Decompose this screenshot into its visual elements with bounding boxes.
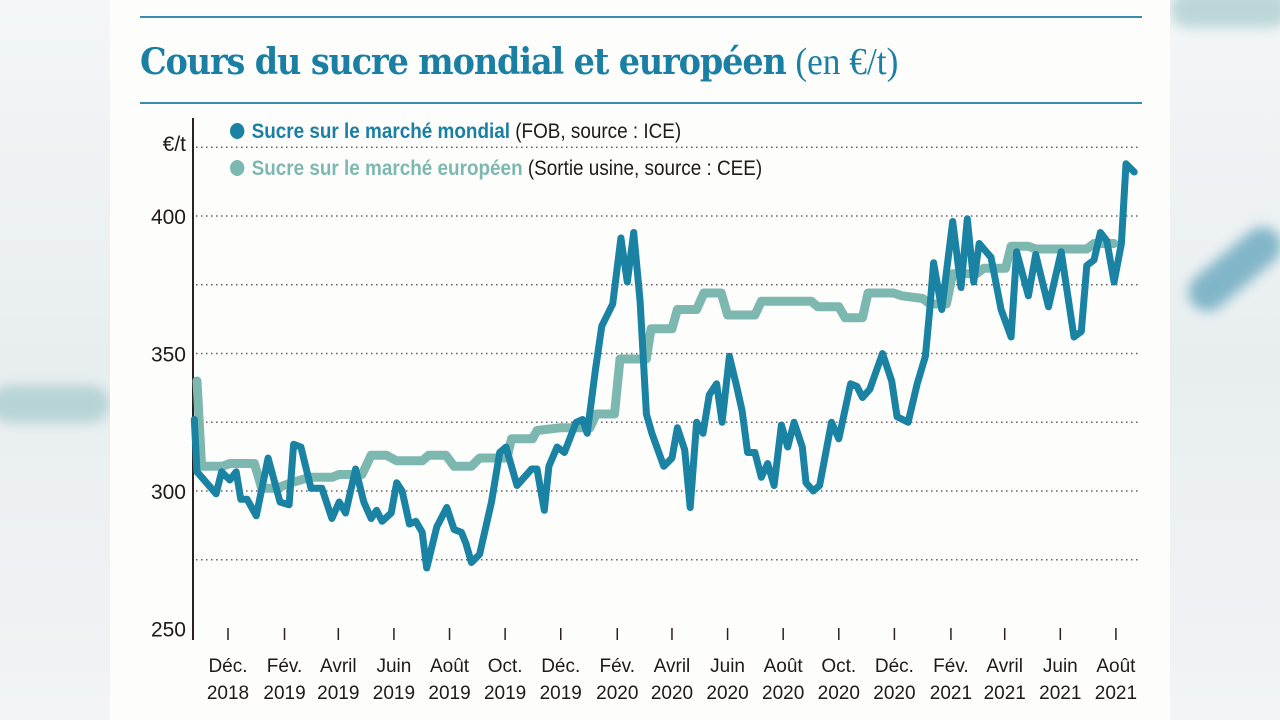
x-tick-year: 2020 [596, 683, 638, 704]
x-tick-month: Fév. [267, 656, 303, 677]
legend-eu-label: Sucre sur le marché européen [251, 157, 523, 180]
x-tick-year: 2019 [317, 683, 359, 704]
x-tick-month: Juin [1043, 656, 1078, 677]
x-tick-year: 2020 [706, 683, 748, 704]
x-tick-year: 2019 [540, 683, 582, 704]
x-tick-month: Août [430, 656, 470, 677]
x-tick-month: Déc. [208, 656, 247, 677]
x-tick-year: 2019 [484, 683, 526, 704]
x-tick-month: Avril [986, 656, 1023, 677]
x-tick-month: Oct. [488, 656, 523, 677]
x-tick-year: 2021 [1039, 683, 1081, 704]
eu-dot-icon [230, 160, 245, 176]
x-tick-year: 2020 [762, 683, 804, 704]
x-tick-year: 2019 [263, 683, 305, 704]
y-tick-label: 300 [151, 481, 186, 504]
world-dot-icon [230, 123, 245, 139]
blurred-background-left [0, 0, 110, 720]
x-tick-month: Déc. [541, 656, 580, 677]
y-tick-label: 350 [151, 344, 186, 367]
x-tick-month: Avril [654, 656, 691, 677]
chart-title: Cours du sucre mondial et européen (en €… [140, 40, 898, 84]
top-rule [140, 16, 1142, 18]
x-tick-year: 2018 [207, 683, 249, 704]
chart-title-unit: (en €/t) [795, 41, 899, 83]
y-tick-label: 250 [151, 619, 186, 642]
legend-item-eu: Sucre sur le marché européen (Sortie usi… [230, 157, 762, 181]
blurred-background-right [1170, 0, 1280, 720]
x-tick-month: Août [764, 656, 804, 677]
x-tick-year: 2020 [873, 683, 915, 704]
legend-world-label: Sucre sur le marché mondial [251, 120, 510, 143]
x-tick-year: 2019 [428, 683, 470, 704]
x-tick-month: Juin [710, 656, 745, 677]
x-tick-month: Déc. [875, 656, 914, 677]
x-tick-month: Fév. [933, 656, 969, 677]
x-tick-month: Avril [320, 656, 357, 677]
legend-item-world: Sucre sur le marché mondial (FOB, source… [230, 120, 681, 144]
y-axis-unit: €/t [163, 133, 187, 156]
legend-eu-note: (Sortie usine, source : CEE) [527, 157, 763, 180]
x-tick-year: 2021 [930, 683, 972, 704]
y-tick-label: 400 [151, 206, 186, 229]
x-tick-year: 2020 [651, 683, 693, 704]
x-tick-year: 2021 [1095, 683, 1137, 704]
x-tick-year: 2020 [818, 683, 860, 704]
chart-title-text: Cours du sucre mondial et européen [140, 41, 787, 83]
x-tick-month: Août [1096, 656, 1136, 677]
legend-world-note: (FOB, source : ICE) [515, 120, 682, 143]
title-rule [140, 102, 1142, 104]
x-tick-year: 2021 [984, 683, 1026, 704]
x-tick-month: Juin [376, 656, 411, 677]
x-tick-month: Oct. [821, 656, 856, 677]
x-tick-month: Fév. [599, 656, 635, 677]
x-tick-year: 2019 [373, 683, 415, 704]
series-line-world [190, 160, 1138, 572]
